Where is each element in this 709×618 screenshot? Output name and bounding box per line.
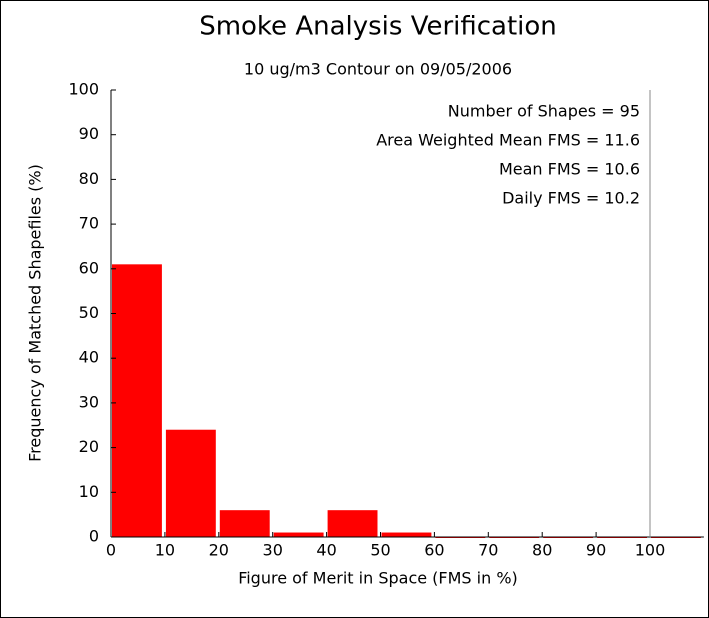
y-tick-label: 80	[79, 169, 99, 188]
x-tick-label: 50	[370, 541, 390, 560]
bar	[327, 510, 378, 537]
x-tick-label: 10	[155, 541, 175, 560]
y-tick-label: 0	[89, 527, 99, 546]
y-tick-label: 50	[79, 303, 99, 322]
y-tick-label: 90	[79, 124, 99, 143]
y-tick-label: 10	[79, 482, 99, 501]
bar	[165, 429, 216, 537]
y-axis-label: Frequency of Matched Shapefiles (%)	[26, 164, 45, 462]
annotation: Area Weighted Mean FMS = 11.6	[376, 131, 640, 150]
x-tick-label: 0	[106, 541, 116, 560]
y-tick-label: 30	[79, 392, 99, 411]
bar	[219, 510, 270, 537]
y-tick-label: 20	[79, 437, 99, 456]
x-tick-label: 100	[635, 541, 666, 560]
annotation: Mean FMS = 10.6	[499, 160, 640, 179]
x-tick-label: 20	[209, 541, 229, 560]
chart-title: Smoke Analysis Verification	[199, 12, 557, 42]
y-tick-label: 60	[79, 258, 99, 277]
y-tick-label: 100	[68, 80, 99, 99]
x-tick-label: 90	[586, 541, 606, 560]
x-axis-label: Figure of Merit in Space (FMS in %)	[238, 569, 518, 588]
annotation: Daily FMS = 10.2	[502, 189, 640, 208]
annotation: Number of Shapes = 95	[448, 102, 640, 121]
y-tick-label: 40	[79, 348, 99, 367]
x-tick-label: 80	[532, 541, 552, 560]
x-tick-label: 70	[478, 541, 498, 560]
bar	[381, 532, 432, 537]
y-tick-label: 70	[79, 214, 99, 233]
x-tick-label: 40	[316, 541, 336, 560]
bar	[112, 264, 162, 537]
bar	[273, 532, 324, 537]
x-tick-label: 30	[263, 541, 283, 560]
x-tick-label: 60	[424, 541, 444, 560]
chart-subtitle: 10 ug/m3 Contour on 09/05/2006	[244, 60, 512, 79]
